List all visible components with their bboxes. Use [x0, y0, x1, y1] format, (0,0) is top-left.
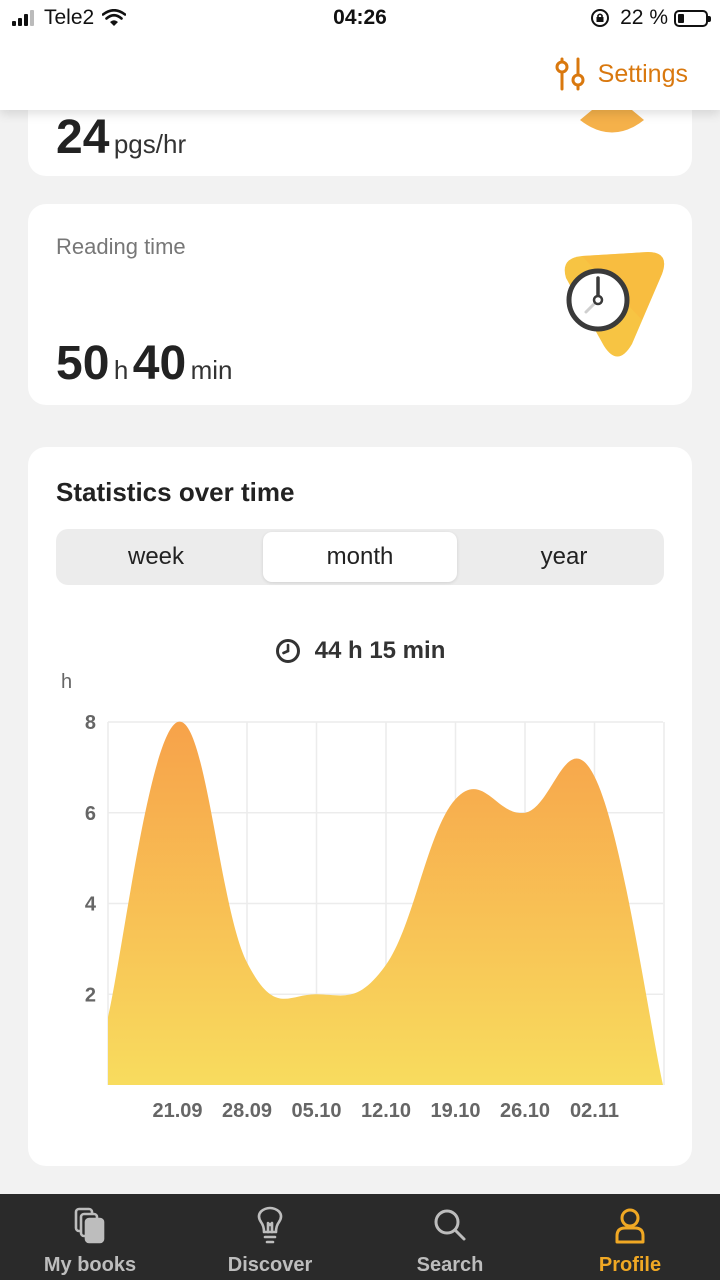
battery-icon [674, 9, 711, 27]
tab-label-my-books: My books [43, 1254, 137, 1276]
search-icon [434, 1209, 466, 1241]
tab-month[interactable]: month [263, 532, 457, 582]
speed-number: 24 [56, 111, 110, 164]
cell-signal-icon [12, 10, 36, 26]
status-bar: Tele2 04:26 22 % [0, 0, 720, 40]
x-tick-label: 02.11 [570, 1100, 619, 1122]
reading-time-label: Reading time [56, 234, 186, 259]
tab-label-discover: Discover [227, 1254, 313, 1276]
reading-time-value: 50 h 40 min [56, 336, 233, 391]
status-left: Tele2 [12, 6, 127, 30]
x-tick-label: 05.10 [291, 1100, 341, 1122]
period-total: 44 h 15 min [28, 637, 692, 665]
x-tick-label: 12.10 [361, 1100, 411, 1122]
x-tick-label: 21.09 [152, 1100, 202, 1122]
x-tick-label: 28.09 [222, 1100, 272, 1122]
reading-speed-value: 24 pgs/hr [56, 110, 186, 165]
reading-time-chart: h 2 4 6 8 21.09 28.09 05.10 12.10 19.10 26.10 02.… [61, 671, 665, 1122]
settings-button[interactable]: Settings [554, 56, 688, 92]
y-axis-label: h [61, 671, 72, 693]
hours-number: 50 [56, 337, 110, 390]
books-icon [74, 1207, 105, 1244]
status-time: 04:26 [333, 6, 387, 29]
period-total-value: 44 h 15 min [314, 637, 446, 664]
top-header: Settings [0, 40, 720, 110]
battery-percent: 22 % [620, 6, 668, 29]
speed-badge-icon [580, 110, 644, 133]
area-series [108, 721, 663, 1085]
minutes-number: 40 [132, 337, 187, 390]
clock-badge-icon [564, 252, 665, 357]
tab-week[interactable]: week [127, 543, 185, 570]
tab-label-search: Search [416, 1254, 484, 1276]
rotation-lock-icon [591, 9, 610, 27]
y-tick-label: 2 [85, 984, 96, 1006]
bottom-tab-bar: My books Discover Search P [0, 1194, 720, 1280]
x-tick-label: 19.10 [430, 1100, 480, 1122]
clock-icon [275, 639, 300, 663]
tab-my-books[interactable]: My books [0, 1194, 180, 1280]
tab-search[interactable]: Search [360, 1194, 540, 1280]
carrier-name: Tele2 [44, 6, 95, 29]
y-tick-label: 8 [85, 712, 96, 734]
tab-discover[interactable]: Discover [180, 1194, 360, 1280]
y-tick-label: 6 [85, 803, 96, 825]
minutes-unit: min [190, 355, 233, 385]
y-tick-label: 4 [85, 894, 97, 916]
statistics-title: Statistics over time [56, 477, 295, 507]
period-segmented-control: week month year [56, 529, 664, 585]
tab-profile[interactable]: Profile [540, 1194, 720, 1280]
settings-label: Settings [597, 59, 688, 88]
hours-unit: h [113, 355, 129, 385]
tab-label-profile: Profile [598, 1254, 662, 1276]
lightbulb-icon [257, 1206, 283, 1244]
sliders-icon [555, 57, 585, 91]
tab-year[interactable]: year [540, 543, 588, 570]
statistics-card: Statistics over time week month year 44 … [28, 447, 692, 1166]
x-tick-label: 26.10 [500, 1100, 550, 1122]
person-icon [615, 1208, 645, 1244]
status-right: 22 % [590, 6, 711, 30]
reading-time-card: Reading time 50 h 40 min [28, 204, 692, 405]
wifi-icon [102, 9, 127, 26]
speed-unit: pgs/hr [113, 129, 187, 159]
